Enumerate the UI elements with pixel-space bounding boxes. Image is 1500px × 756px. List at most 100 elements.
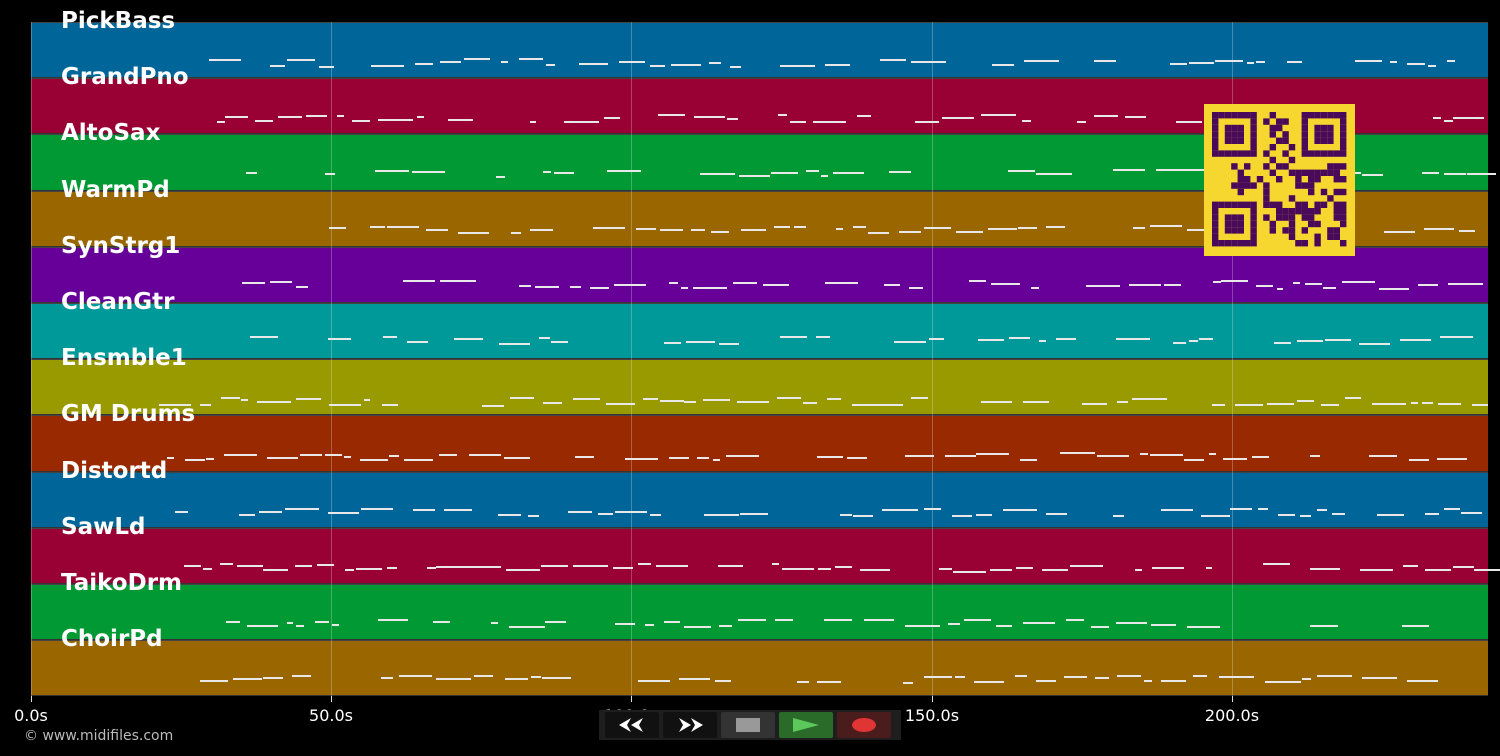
midi-note: [398, 674, 432, 677]
midi-note: [1379, 287, 1410, 290]
midi-note: [981, 114, 1016, 117]
midi-note: [1277, 513, 1295, 516]
midi-note: [427, 567, 437, 569]
stop-button[interactable]: [721, 712, 775, 738]
midi-note: [1316, 508, 1328, 511]
midi-note: [853, 226, 867, 229]
midi-note: [402, 280, 436, 283]
track-label: SawLd: [61, 513, 146, 540]
midi-note: [270, 65, 286, 68]
midi-note: [806, 169, 820, 172]
midi-note: [1358, 342, 1390, 345]
track-label: Ensmble1: [61, 345, 187, 372]
midi-note: [1187, 625, 1221, 628]
axis-tick-label: 0.0s: [14, 706, 48, 725]
midi-note: [1055, 338, 1077, 341]
midi-note: [542, 171, 552, 174]
midi-note: [200, 679, 228, 682]
grid-line: [932, 22, 933, 696]
midi-note: [976, 514, 992, 517]
midi-note: [1264, 681, 1301, 684]
grid-line: [631, 22, 632, 696]
midi-note: [660, 228, 684, 231]
midi-note: [840, 514, 852, 517]
midi-note: [1155, 169, 1191, 172]
midi-note: [703, 398, 731, 401]
midi-note: [371, 64, 404, 67]
midi-note: [578, 62, 609, 65]
midi-note: [1255, 61, 1265, 64]
midi-note: [778, 114, 787, 117]
midi-note: [658, 113, 685, 116]
midi-note: [296, 398, 321, 401]
midi-note: [1036, 172, 1072, 175]
midi-note: [1186, 229, 1221, 232]
midi-note: [1432, 116, 1441, 119]
midi-note: [1149, 454, 1183, 457]
midi-note: [1170, 62, 1187, 65]
midi-note: [771, 171, 799, 174]
midi-note: [613, 567, 634, 570]
midi-note: [518, 58, 543, 61]
track-label: AltoSax: [61, 120, 161, 147]
midi-note: [669, 282, 679, 285]
track-label: GrandPno: [61, 64, 189, 91]
midi-note: [1453, 566, 1474, 569]
midi-note: [988, 228, 1017, 231]
midi-note: [1377, 513, 1404, 516]
midi-note: [1273, 342, 1291, 345]
midi-note: [637, 563, 652, 566]
midi-note: [331, 623, 339, 626]
midi-note: [1361, 677, 1397, 680]
midi-note: [328, 338, 352, 341]
midi-note: [772, 563, 780, 566]
midi-note: [1190, 169, 1208, 172]
midi-note: [572, 397, 600, 400]
midi-note: [1149, 225, 1183, 228]
midi-note: [1215, 60, 1243, 63]
midi-note: [1448, 282, 1483, 285]
midi-note: [1407, 680, 1438, 683]
midi-note: [649, 65, 665, 68]
midi-note: [1423, 228, 1455, 231]
midi-note: [1425, 568, 1451, 571]
midi-note: [726, 455, 759, 458]
midi-note: [1443, 508, 1460, 510]
copyright-text: © www.midifiles.com: [24, 728, 174, 744]
track-lane: [31, 415, 1488, 472]
midi-note: [570, 285, 581, 288]
midi-note: [534, 286, 560, 289]
fast-forward-button[interactable]: [663, 712, 717, 738]
record-button[interactable]: [837, 712, 891, 738]
midi-note: [216, 121, 225, 124]
midi-note: [269, 280, 292, 283]
midi-note: [663, 621, 680, 624]
midi-note: [412, 509, 436, 512]
track-lane: [31, 22, 1488, 79]
midi-note: [1246, 61, 1254, 64]
midi-note: [1402, 565, 1418, 568]
rewind-button[interactable]: [605, 712, 659, 738]
axis-tick: [1232, 696, 1233, 702]
midi-note: [1070, 564, 1103, 567]
track-lane: [31, 527, 1488, 584]
midi-note: [328, 403, 361, 406]
midi-note: [1129, 284, 1162, 287]
midi-note: [1152, 566, 1184, 569]
play-button[interactable]: [779, 712, 833, 738]
midi-note: [614, 284, 646, 287]
midi-note: [199, 403, 211, 406]
midi-note: [1094, 677, 1109, 680]
midi-note: [387, 566, 397, 569]
midi-note: [412, 170, 446, 173]
midi-note: [703, 513, 739, 516]
midi-note: [812, 120, 847, 123]
midi-note: [224, 116, 249, 119]
midi-note: [314, 620, 330, 623]
midi-note: [686, 341, 715, 344]
midi-note: [542, 676, 572, 679]
midi-note: [482, 404, 505, 407]
qr-code: [1204, 104, 1355, 256]
midi-note: [1447, 60, 1456, 63]
midi-note: [1023, 401, 1050, 404]
